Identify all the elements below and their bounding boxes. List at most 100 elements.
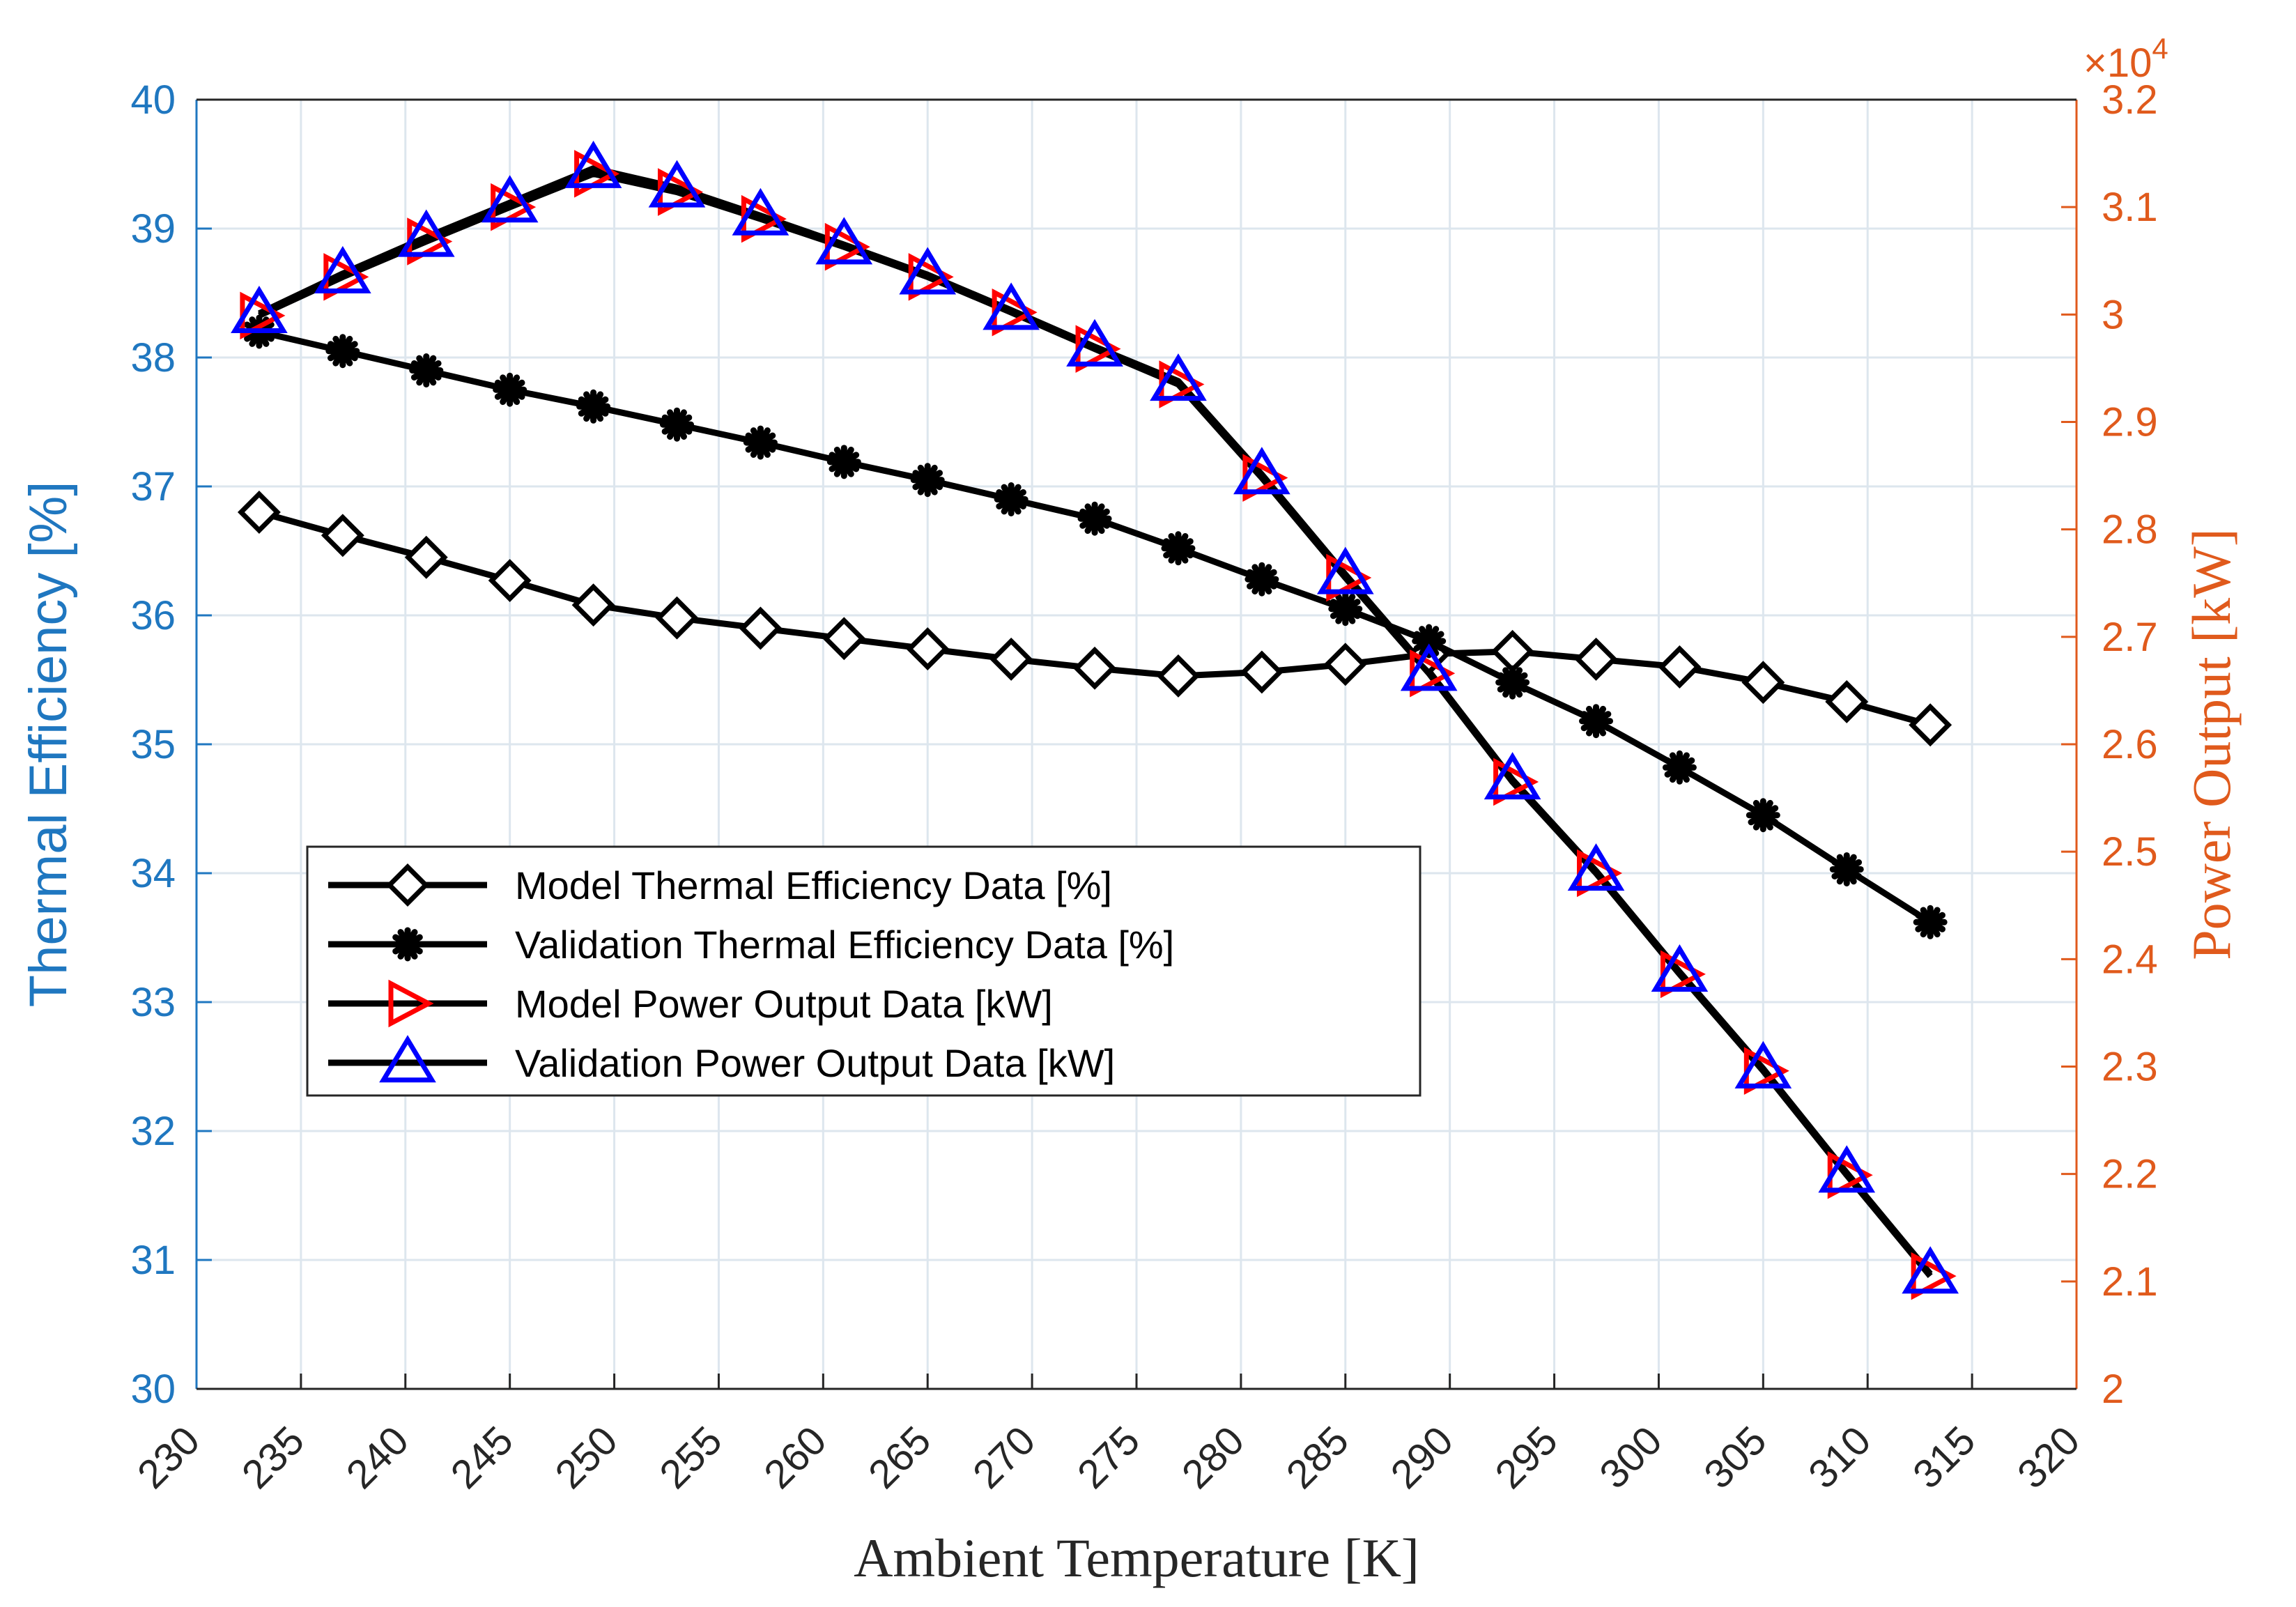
data-point (237, 491, 281, 534)
x-tick-label: 230 (129, 1417, 208, 1497)
y-right-tick-label: 2.4 (2102, 937, 2158, 982)
data-point (409, 353, 444, 387)
x-tick-label: 265 (860, 1417, 939, 1497)
data-point (1741, 661, 1785, 705)
y-right-tick-label: 2.6 (2102, 722, 2158, 767)
data-point (1902, 1246, 1959, 1294)
asterisk-stroke (410, 360, 442, 380)
data-point (571, 583, 615, 627)
data-point (1066, 318, 1123, 367)
data-point (1150, 353, 1207, 401)
data-point (1240, 650, 1284, 694)
series-4 (258, 165, 1933, 1276)
data-point (1233, 447, 1290, 495)
y-axis-right-label: Power Output [kW] (2181, 528, 2242, 960)
series-4-markers (231, 140, 1959, 1294)
data-point (1323, 643, 1367, 686)
x-tick-label: 290 (1382, 1417, 1461, 1497)
grid (195, 98, 2078, 1390)
data-point (314, 245, 371, 293)
series-line (258, 165, 1933, 1276)
y-right-tick-label: 2 (2102, 1367, 2124, 1412)
y-right-tick-label: 2.1 (2102, 1259, 2158, 1305)
data-point (1245, 562, 1279, 597)
data-point (822, 617, 866, 661)
right-axis-exponent-base: ×10 (2083, 40, 2152, 86)
y-right-tick-label: 2.5 (2102, 829, 2158, 875)
data-point (564, 140, 622, 188)
data-point (576, 389, 611, 424)
y-axis-left-label: Thermal Efficiency [%] (19, 482, 78, 1008)
data-point (1909, 703, 1952, 747)
x-tick-label: 255 (651, 1417, 730, 1497)
data-point (1825, 680, 1869, 723)
asterisk-stroke (1915, 912, 1946, 932)
data-point (1077, 501, 1112, 536)
asterisk-stroke (1247, 569, 1277, 590)
data-point (1913, 905, 1948, 939)
y-right-tick-label: 3 (2102, 292, 2124, 337)
asterisk-stroke (829, 452, 860, 472)
data-point (983, 282, 1040, 330)
asterisk-stroke (1831, 859, 1863, 879)
x-tick-label: 315 (1904, 1417, 1984, 1497)
data-point (739, 606, 783, 650)
y-left-tick-label: 40 (130, 77, 176, 123)
data-point (1818, 1145, 1876, 1193)
asterisk-stroke (661, 414, 693, 435)
right-axis-exponent-power: 4 (2152, 32, 2168, 65)
data-point (1579, 704, 1614, 739)
asterisk-stroke (1748, 805, 1779, 826)
y-left-tick-label: 31 (130, 1238, 176, 1283)
data-point (1328, 592, 1363, 626)
data-point (481, 175, 539, 223)
legend-marker (388, 979, 434, 1028)
data-point (655, 596, 699, 640)
data-point (826, 445, 861, 479)
x-tick-label: 300 (1591, 1417, 1670, 1497)
data-point (404, 535, 448, 579)
asterisk-stroke (392, 934, 423, 955)
y-right-tick-label: 3.2 (2102, 77, 2158, 123)
data-point (493, 372, 527, 407)
y-left-tick-label: 34 (130, 851, 176, 896)
series-layer (231, 140, 1959, 1300)
x-tick-label: 310 (1800, 1417, 1879, 1497)
x-tick-label: 250 (546, 1417, 626, 1497)
y-right-tick-label: 2.9 (2102, 400, 2158, 445)
legend-marker (390, 927, 425, 962)
data-point (1746, 798, 1780, 833)
x-tick-label: 320 (2009, 1417, 2088, 1497)
legend-label: Validation Thermal Efficiency Data [%] (515, 923, 1174, 967)
asterisk-stroke (328, 341, 358, 362)
asterisk-stroke (578, 396, 609, 417)
asterisk-stroke (912, 470, 943, 491)
x-tick-label: 305 (1695, 1417, 1775, 1497)
data-point (1316, 546, 1374, 594)
data-point (1734, 1040, 1792, 1089)
asterisk-stroke (996, 489, 1026, 509)
data-point (994, 482, 1028, 516)
asterisk-stroke (1079, 508, 1110, 529)
y-left-tick-label: 30 (130, 1367, 176, 1412)
asterisk-stroke (745, 432, 776, 453)
legend-item: Model Thermal Efficiency Data [%] (328, 863, 1112, 907)
y-left-tick-label: 37 (130, 464, 176, 509)
asterisk-stroke (1330, 599, 1361, 620)
data-point (732, 187, 789, 236)
asterisk-stroke (1497, 672, 1528, 693)
series-2-markers (242, 314, 1948, 939)
asterisk-stroke (494, 379, 525, 400)
data-point (1567, 843, 1625, 891)
y-right-tick-label: 2.2 (2102, 1152, 2158, 1197)
legend-item: Validation Power Output Data [kW] (328, 1035, 1115, 1085)
y-left-tick-label: 32 (130, 1109, 176, 1154)
asterisk-stroke (1664, 757, 1695, 778)
legend-item: Model Power Output Data [kW] (328, 979, 1053, 1028)
y-left-tick-label: 36 (130, 593, 176, 638)
legend-label: Validation Power Output Data [kW] (515, 1041, 1115, 1085)
data-point (899, 247, 957, 295)
y-right-tick-label: 2.3 (2102, 1045, 2158, 1090)
legend-label: Model Thermal Efficiency Data [%] (515, 863, 1112, 907)
data-point (1157, 654, 1200, 698)
